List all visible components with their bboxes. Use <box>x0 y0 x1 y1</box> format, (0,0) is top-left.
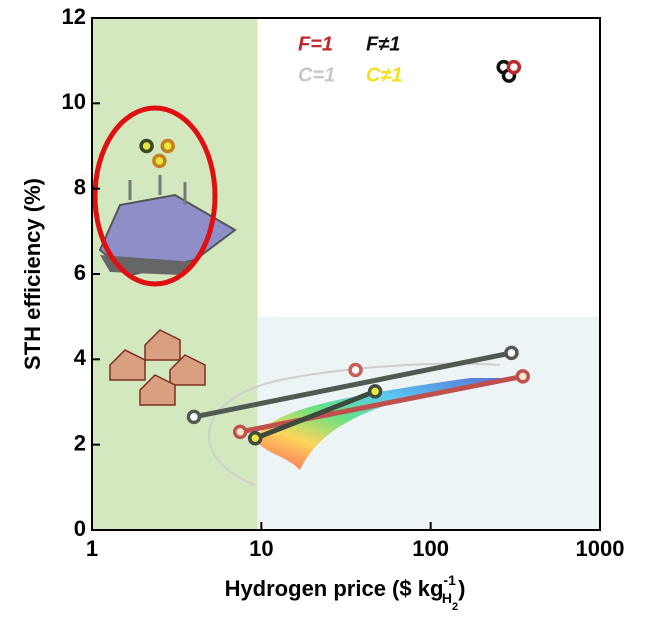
series-line <box>252 388 378 441</box>
marker <box>160 138 175 154</box>
x-tick-label: 1000 <box>576 536 625 561</box>
marker <box>232 424 248 440</box>
x-tick-label: 10 <box>249 536 273 561</box>
point-cloud <box>255 378 520 470</box>
legend-entry: C=1 <box>298 64 335 86</box>
highlight-ellipse <box>92 105 218 287</box>
x-tick-label: 1 <box>86 536 98 561</box>
series-line <box>237 373 526 435</box>
y-tick-label: 2 <box>74 430 86 455</box>
legend-entry: F=1 <box>298 33 333 55</box>
marker <box>515 369 531 384</box>
x-label-sub: H <box>442 590 452 606</box>
marker <box>186 409 202 425</box>
marker <box>506 59 522 75</box>
y-tick-label: 0 <box>74 516 86 541</box>
x-label-sup: -1 <box>443 572 456 588</box>
x-axis-label: Hydrogen price ($ kg-1 H2) <box>225 572 466 613</box>
marker <box>247 431 263 446</box>
y-tick-label: 4 <box>74 345 87 370</box>
regions <box>92 18 600 530</box>
y-axis-label: STH efficiency (%) <box>20 178 45 370</box>
y-tick-label: 8 <box>74 174 86 199</box>
x-label-main: Hydrogen price ($ kg <box>225 576 444 601</box>
series-line <box>191 350 514 420</box>
legend-entry: F≠1 <box>366 33 400 55</box>
y-tick-label: 6 <box>74 260 86 285</box>
houses-icon <box>109 329 206 406</box>
plot: 1 10 100 1000 0 2 4 6 8 10 12 F=1 F≠1 C=1 C≠1 <box>62 4 625 561</box>
marker <box>348 362 363 378</box>
x-label-end: ) <box>458 576 465 601</box>
boundary-curve <box>208 362 501 486</box>
marker <box>367 384 383 399</box>
x-tick-label: 100 <box>412 536 449 561</box>
y-tick-label: 12 <box>62 4 86 29</box>
y-tick-label: 10 <box>62 89 86 114</box>
marker <box>139 138 154 154</box>
legend-entry: C≠1 <box>366 64 403 86</box>
x-label-subsub: 2 <box>452 601 458 613</box>
axes-frame <box>91 17 601 531</box>
marker <box>152 153 167 169</box>
marker <box>504 345 519 361</box>
